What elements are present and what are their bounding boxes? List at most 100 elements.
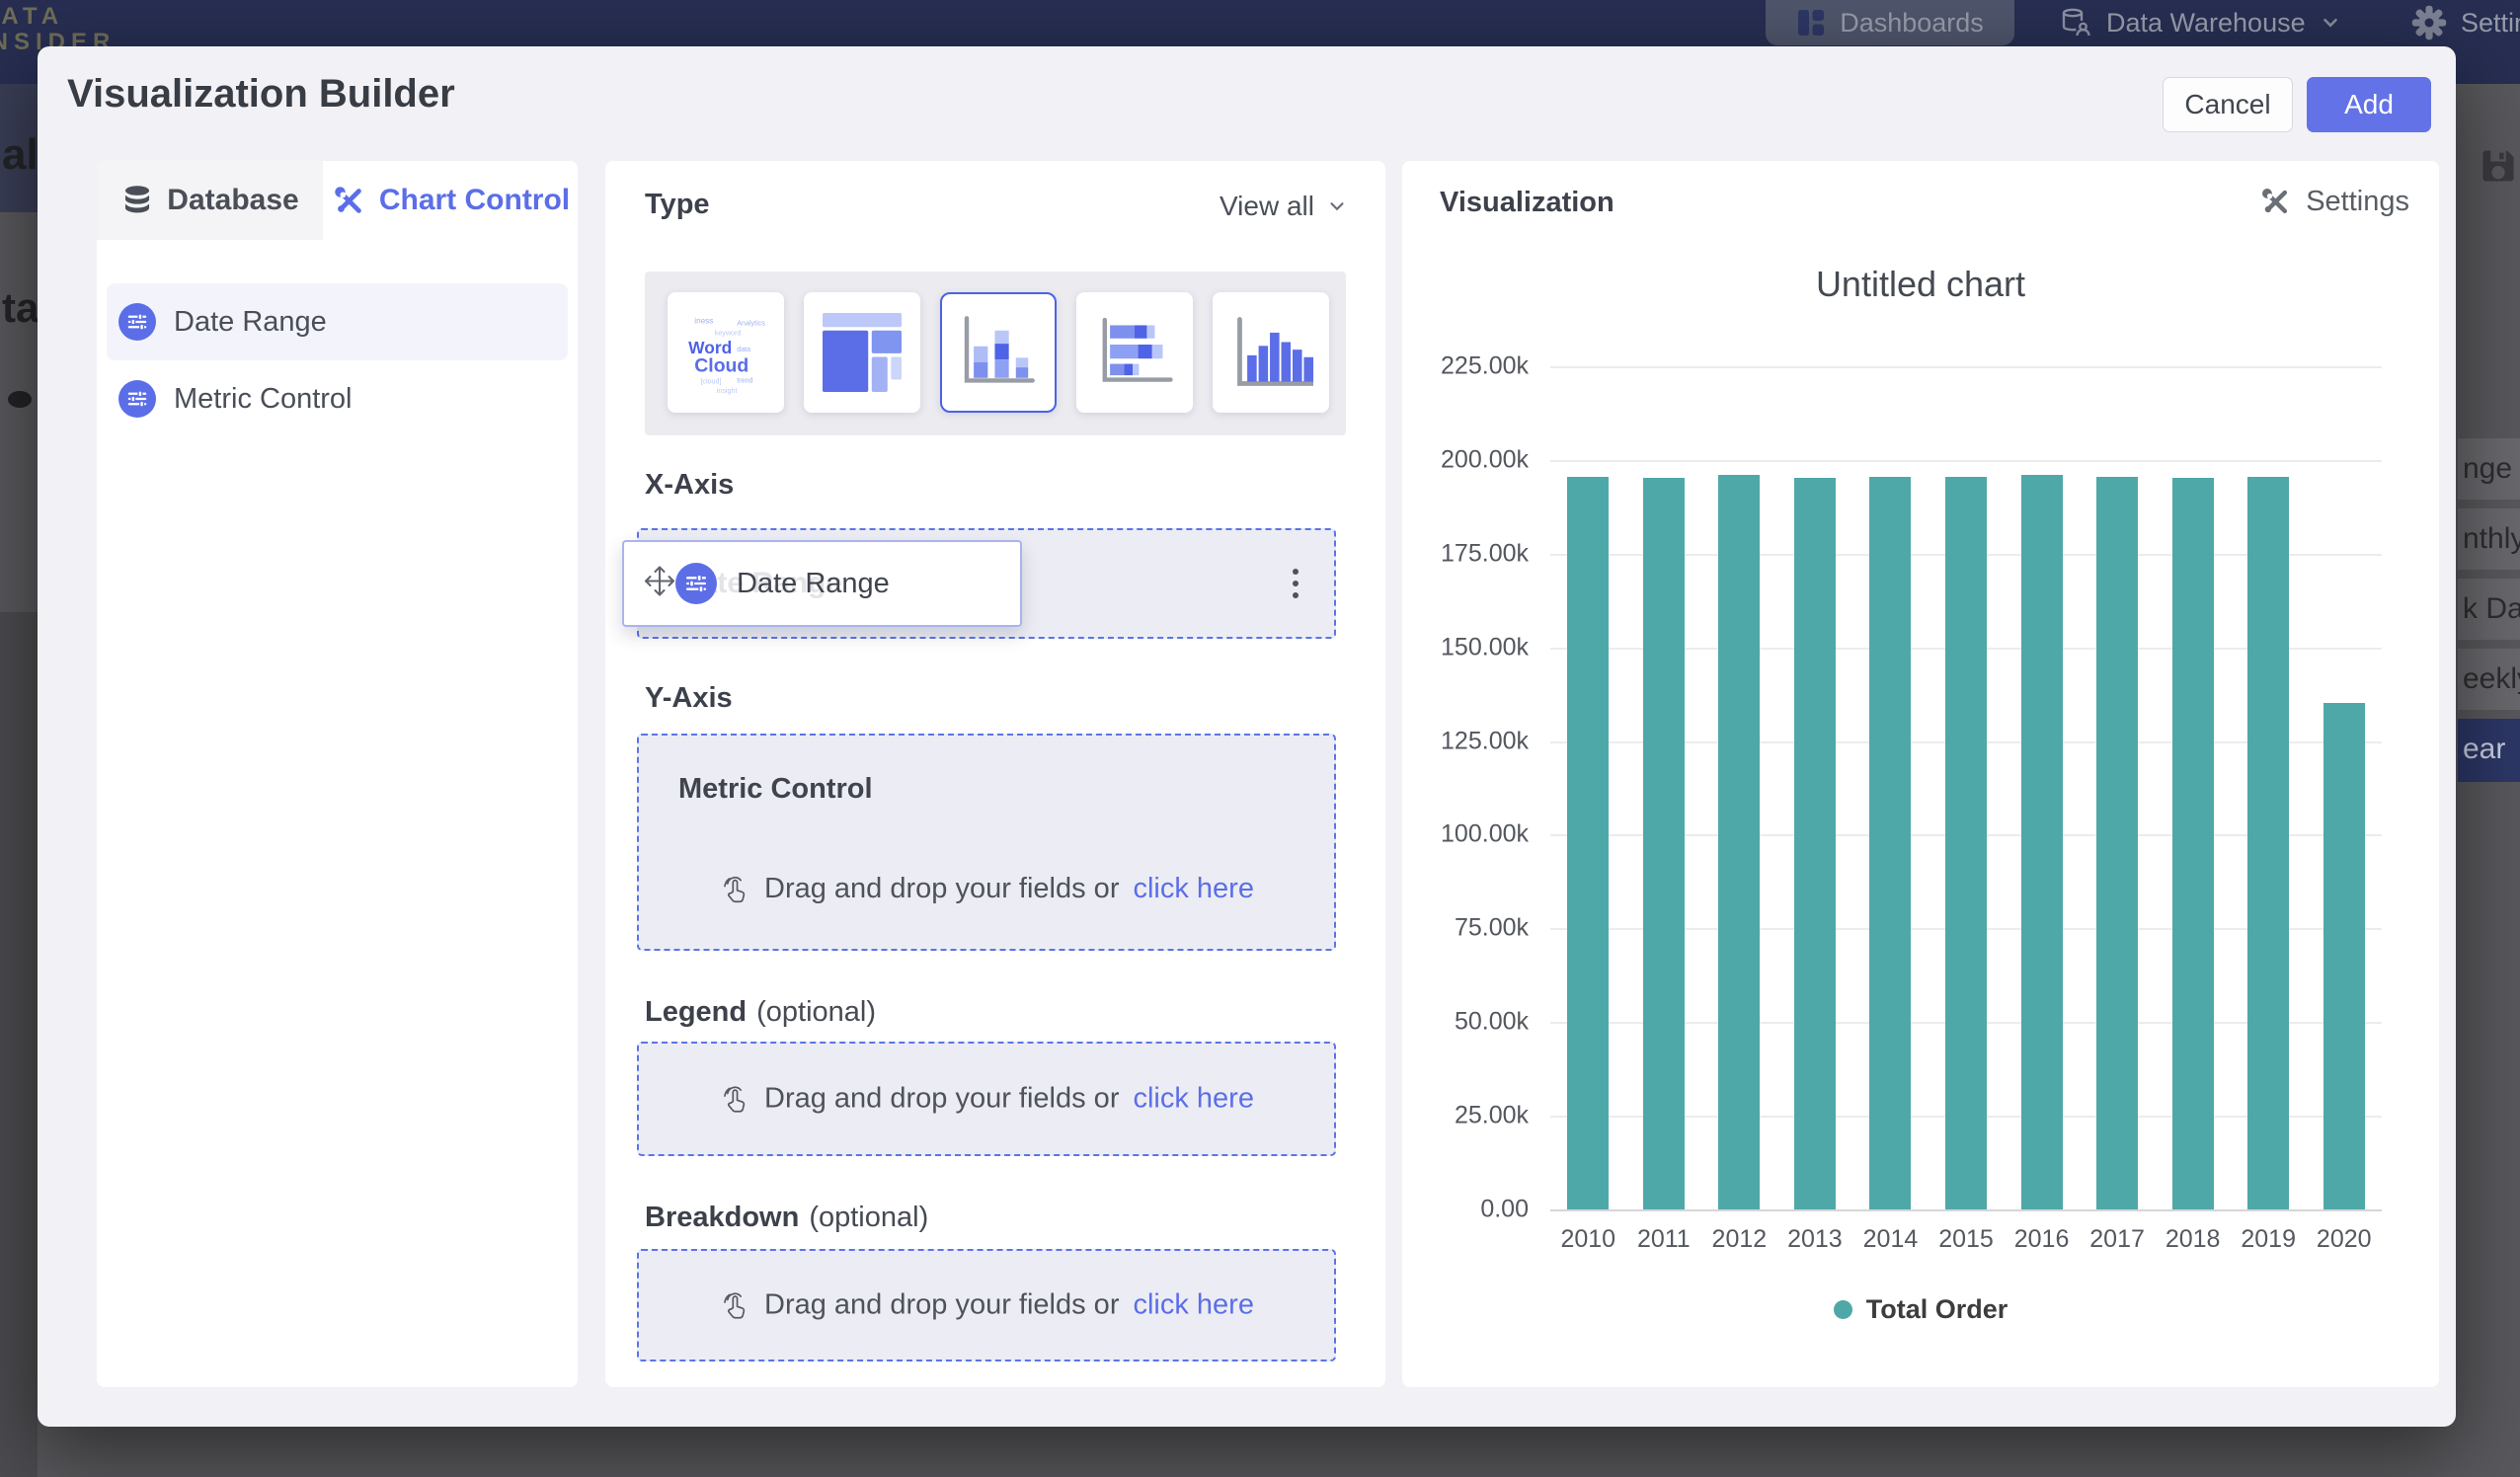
svg-text:Cloud: Cloud [694,354,748,376]
stacked-column-icon [964,316,1035,383]
chart-plot-area [1550,366,2382,1211]
chart-type-word-cloud[interactable]: iness Analytics keyword Word data Cloud … [668,292,784,413]
bar-2019[interactable] [2247,477,2290,1209]
chart-settings-button[interactable]: Settings [2258,185,2409,218]
x-axis-tick: 2015 [1938,1225,1994,1253]
metric-control-title: Metric Control [678,773,873,805]
bar-2018[interactable] [2171,477,2214,1209]
legend-dropzone[interactable]: Drag and drop your fields or click here [637,1042,1336,1156]
click-here-link[interactable]: click here [1133,1288,1254,1321]
click-here-link[interactable]: click here [1133,1082,1254,1115]
field-item-metric-control[interactable]: Metric Control [107,360,568,437]
background-header-strip [0,84,38,212]
gridline [1550,366,2382,368]
bar-2011[interactable] [1642,477,1685,1209]
chart-title: Untitled chart [1815,264,2026,304]
word-cloud-icon: iness Analytics keyword Word data Cloud … [688,316,765,395]
drop-hint: Drag and drop your fields or click here [639,1289,1334,1322]
gridline [1550,459,2382,462]
y-axis-dropzone[interactable]: Metric Control Drag and drop your fields… [637,734,1336,951]
bar-2014[interactable] [1869,476,1912,1209]
legend-heading-label: Legend [645,996,748,1028]
control-icon [118,380,156,418]
breakdown-dropzone[interactable]: Drag and drop your fields or click here [637,1249,1336,1361]
bar-2010[interactable] [1567,477,1610,1209]
x-axis-tick: 2013 [1787,1225,1843,1253]
add-button[interactable]: Add [2307,77,2431,132]
x-axis-tick: 2010 [1560,1225,1616,1253]
tools-icon [335,187,361,213]
bar-2015[interactable] [1945,477,1987,1209]
chip-label: Date Range [737,567,890,599]
x-axis-tick: 2020 [2316,1225,2372,1253]
nav-data-warehouse[interactable]: Data Warehouse [2059,0,2341,45]
tab-chart-control-label: Chart Control [378,184,571,216]
x-axis-labels: 2010 2011 2012 2013 2014 2015 2016 2017 2018 2019… [1550,1225,2382,1254]
chart-type-stacked-column[interactable] [940,292,1057,413]
bar-slot [2306,366,2382,1209]
view-all-label: View all [1220,191,1314,221]
bar-2020[interactable] [2323,702,2365,1209]
date-range-chip[interactable]: Date Range Date Range [622,540,1022,627]
bar-slot [2155,366,2231,1209]
background-dropdown-option: eekly [2458,649,2520,710]
legend-heading: Legend (optional) [645,996,876,1029]
bar-2013[interactable] [1793,477,1836,1209]
y-axis-tick: 75.00k [1454,913,1529,942]
background-dropdown-option: nge [2458,438,2520,500]
chevron-down-icon [2323,18,2337,28]
tab-chart-control[interactable]: Chart Control [323,161,578,240]
tap-hand-icon [724,1291,746,1319]
background-dropdown-fragments: nge nthly k Date eekly ear [2458,438,2520,791]
tab-database[interactable]: Database [97,161,323,240]
type-heading: Type [645,189,710,220]
bar-slot [2004,366,2080,1209]
field-list: Date Range Metric Control [107,283,568,437]
background-dark-strip [0,612,38,1477]
treemap-icon [823,313,902,392]
cancel-button[interactable]: Cancel [2163,77,2293,132]
kebab-menu-icon[interactable] [1287,563,1304,604]
nav-settings[interactable]: Settings [2411,0,2520,45]
click-here-link[interactable]: click here [1133,873,1254,904]
bar-slot [1929,366,2005,1209]
svg-text:Analytics: Analytics [737,319,765,327]
chart-legend: Total Order [1402,1294,2439,1325]
breakdown-optional-label: (optional) [809,1202,929,1233]
bar-2017[interactable] [2096,477,2139,1209]
chart-type-column[interactable] [1213,292,1329,413]
gridline [1550,1209,2382,1211]
background-text-fragment: al [2,130,39,179]
y-axis-tick: 100.00k [1441,819,1529,848]
svg-text:keyword: keyword [715,330,742,338]
tap-hand-icon [724,1085,746,1113]
move-icon[interactable] [642,564,677,604]
brand-line-1: DATA [0,3,65,30]
legend-optional-label: (optional) [756,996,877,1028]
stacked-bar-icon [1102,317,1173,382]
y-axis-tick: 150.00k [1441,633,1529,661]
chart-type-treemap[interactable] [804,292,920,413]
bar-slot [1777,366,1853,1209]
field-label: Date Range [174,305,327,338]
x-axis-tick: 2017 [2089,1225,2145,1253]
database-icon [125,186,150,213]
nav-dashboards[interactable]: Dashboards [1766,0,2014,45]
chart-type-stacked-bar[interactable] [1076,292,1193,413]
x-axis-heading: X-Axis [645,469,735,501]
svg-text:[cloud]: [cloud] [700,378,721,386]
field-item-date-range[interactable]: Date Range [107,283,568,360]
control-icon [118,303,156,341]
bar-2012[interactable] [1718,474,1761,1209]
nav-dashboards-label: Dashboards [1840,7,1984,38]
background-dropdown-option: k Date [2458,579,2520,640]
view-all-dropdown[interactable]: View all [1220,191,1348,222]
bar-2016[interactable] [2020,474,2063,1209]
svg-text:data: data [737,346,750,353]
visualization-panel: Visualization Settings Untitled chart 0.… [1402,161,2439,1387]
x-axis-tick: 2018 [2165,1225,2221,1253]
background-dropdown-option: nthly [2458,508,2520,570]
chart-settings-label: Settings [2306,185,2409,217]
nav-data-warehouse-label: Data Warehouse [2106,7,2306,38]
y-axis-tick: 175.00k [1441,539,1529,568]
